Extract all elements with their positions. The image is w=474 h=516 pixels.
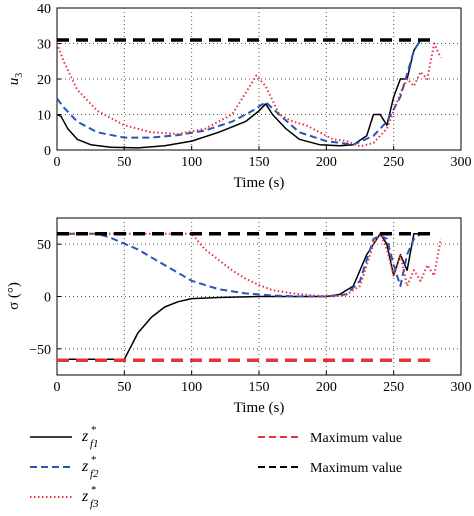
x-tick-label: 50 — [117, 155, 131, 170]
legend-item: z * f3 — [30, 484, 99, 510]
x-tick-label: 50 — [117, 380, 131, 395]
chart-top: 0 50 100 150 200 250 300 0 10 20 30 40 Time (s) u3 — [6, 2, 472, 191]
legend-label: Maximum value — [310, 461, 402, 476]
x-tick-label: 150 — [249, 380, 270, 395]
legend-symbol: z — [81, 458, 89, 475]
y-tick-label: 0 — [44, 291, 51, 306]
x-tick-label: 150 — [249, 155, 270, 170]
legend-item: Maximum value — [258, 461, 402, 476]
y-tick-label: −50 — [29, 343, 51, 358]
legend-symbol: z — [81, 428, 89, 445]
series-f3 — [57, 232, 442, 298]
legend-label: Maximum value — [310, 431, 402, 446]
legend-subscript: f1 — [90, 438, 99, 450]
x-tick-label: 250 — [383, 155, 404, 170]
x-tick-label: 200 — [316, 380, 337, 395]
x-axis-label: Time (s) — [234, 175, 285, 191]
legend-superscript: * — [91, 484, 97, 496]
x-tick-label: 200 — [316, 155, 337, 170]
x-axis-label: Time (s) — [234, 400, 285, 416]
y-tick-label: 40 — [37, 2, 51, 17]
series-f2 — [57, 232, 428, 298]
y-axis-label: u3 — [6, 73, 25, 86]
legend-superscript: * — [91, 424, 97, 436]
x-tick-label: 250 — [383, 380, 404, 395]
series-f2 — [56, 39, 422, 146]
y-tick-label: 0 — [44, 144, 51, 159]
y-tick-label: 20 — [37, 73, 51, 88]
series-f3 — [56, 42, 442, 148]
x-tick-label: 0 — [54, 380, 61, 395]
x-tick-label: 0 — [54, 155, 61, 170]
x-tick-label: 100 — [181, 155, 202, 170]
legend-subscript: f3 — [90, 498, 99, 510]
x-tick-label: 300 — [451, 155, 472, 170]
x-tick-label: 300 — [451, 380, 472, 395]
legend-item: Maximum value — [258, 431, 402, 446]
y-tick-label: 50 — [37, 238, 51, 253]
legend-item: z * f2 — [30, 454, 99, 480]
y-tick-label: 30 — [37, 38, 51, 53]
legend-symbol: z — [81, 488, 89, 505]
legend-item: z * f1 — [30, 424, 99, 450]
legend-superscript: * — [91, 454, 97, 466]
y-tick-label: 10 — [37, 109, 51, 124]
series-f1 — [56, 39, 422, 149]
chart-bottom: 0 50 100 150 200 250 300 50 0 −50 Time (s) σ (°) — [6, 217, 472, 416]
legend-subscript: f2 — [90, 468, 99, 480]
x-tick-label: 100 — [181, 380, 202, 395]
y-axis-label: σ (°) — [6, 282, 22, 310]
